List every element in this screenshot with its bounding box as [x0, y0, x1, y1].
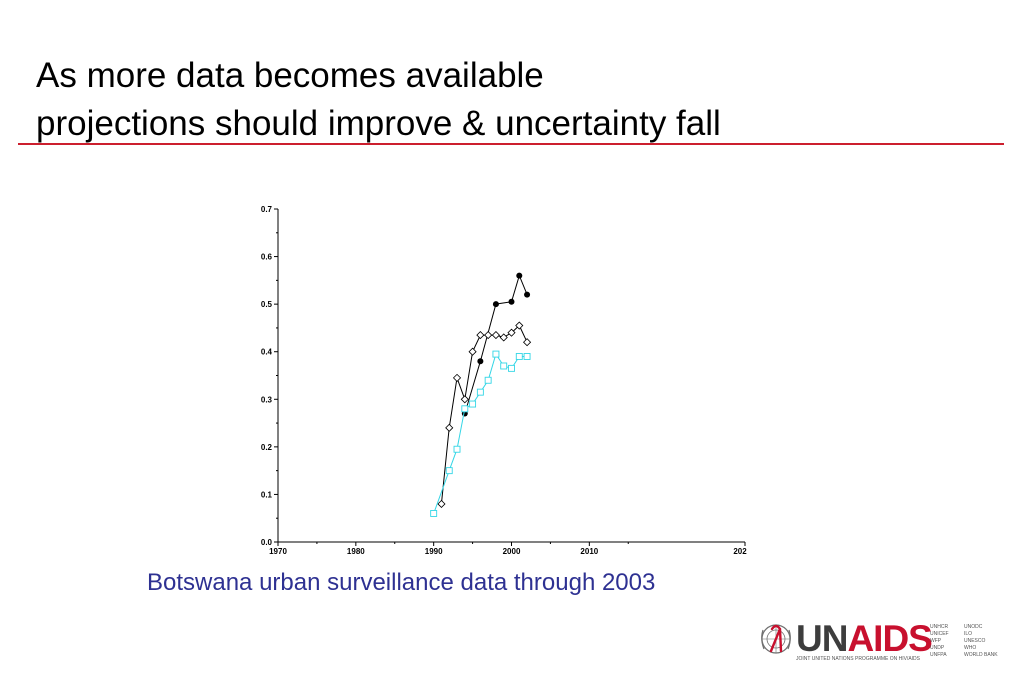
series-3-point [445, 467, 453, 475]
series-2-point [452, 373, 462, 382]
series-2-point [523, 338, 532, 347]
series-3-point [453, 445, 461, 453]
series-2-point [507, 328, 516, 337]
series-3-point [469, 400, 477, 408]
y-tick-label: 0.2 [261, 443, 273, 452]
series-2-point [437, 499, 446, 509]
unaids-wordmark: UNAIDS [796, 618, 933, 659]
partner-list-2: UNODC ILO UNESCO WHO WORLD BANK [964, 624, 998, 659]
partner-name: WHO [964, 645, 977, 651]
unaids-logo: UNAIDS JOINT UNITED NATIONS PROGRAMME ON… [758, 618, 1016, 666]
y-tick-label: 0.3 [261, 395, 273, 404]
partner-name: UNESCO [964, 638, 986, 644]
series-3-point [476, 388, 484, 396]
y-tick-label: 0.5 [261, 300, 273, 309]
series-3-point [430, 510, 438, 517]
wordmark-un: UN [796, 618, 848, 659]
series-2-point [468, 347, 477, 356]
slide-title: As more data becomes available projectio… [36, 52, 721, 148]
y-tick-label: 0.0 [261, 538, 273, 547]
partner-name: UNDP [930, 645, 945, 651]
series-2-point [491, 330, 500, 340]
partner-name: ILO [964, 631, 973, 637]
partner-name: UNODC [964, 624, 983, 630]
series-1-point [516, 272, 523, 279]
partner-name: UNHCR [930, 624, 949, 630]
series-3-line [433, 352, 528, 514]
slide-title-line-2: projections should improve & uncertainty… [36, 104, 721, 143]
series-3-point [484, 376, 492, 384]
x-tick-label: 2000 [503, 547, 521, 556]
series-2-point [484, 330, 493, 340]
x-tick-label: 1990 [425, 547, 443, 556]
series-2-point [515, 321, 524, 330]
series-3-point [515, 353, 523, 360]
series-1-point [508, 298, 515, 305]
partner-list-1: UNHCR UNICEF WFP UNDP UNFPA [930, 624, 949, 659]
series-1-line [464, 274, 528, 414]
logo-tagline: JOINT UNITED NATIONS PROGRAMME ON HIV/AI… [796, 656, 920, 662]
series-1-point [492, 301, 499, 308]
un-emblem-red-ribbon-icon [761, 624, 791, 654]
series-3-point [500, 362, 508, 370]
series-3-point [508, 364, 515, 372]
y-tick-label: 0.7 [261, 205, 273, 214]
series-2-point [499, 333, 508, 342]
wordmark-aids: AIDS [847, 618, 932, 659]
slide-title-line-1: As more data becomes available [36, 56, 544, 95]
series-2-line [440, 324, 528, 504]
partner-name: UNFPA [930, 652, 947, 658]
x-tick-label: 1970 [269, 547, 287, 556]
series-2-point [460, 395, 469, 404]
series-3-point [461, 405, 469, 413]
y-tick-label: 0.4 [261, 348, 273, 357]
y-tick-label: 0.1 [261, 490, 273, 499]
prevalence-chart: 0.0 0.1 0.2 0.3 0.4 0.5 0.6 0.7 1970 1980 1990 2000… [261, 205, 747, 556]
title-divider [18, 143, 1004, 145]
x-tick-label: 202 [733, 547, 747, 556]
series-3-point [492, 350, 500, 358]
chart-caption: Botswana urban surveillance data through… [147, 569, 656, 596]
x-tick-label: 2010 [580, 547, 598, 556]
series-2-point [476, 330, 485, 340]
partner-name: UNICEF [930, 631, 949, 637]
y-tick-label: 0.6 [261, 253, 273, 262]
series-1-point [477, 358, 484, 365]
partner-name: WORLD BANK [964, 652, 998, 658]
series-2-point [445, 423, 454, 432]
series-1-point [524, 291, 531, 298]
partner-name: WFP [930, 638, 942, 644]
series-3-point [523, 353, 531, 360]
x-tick-label: 1980 [347, 547, 365, 556]
